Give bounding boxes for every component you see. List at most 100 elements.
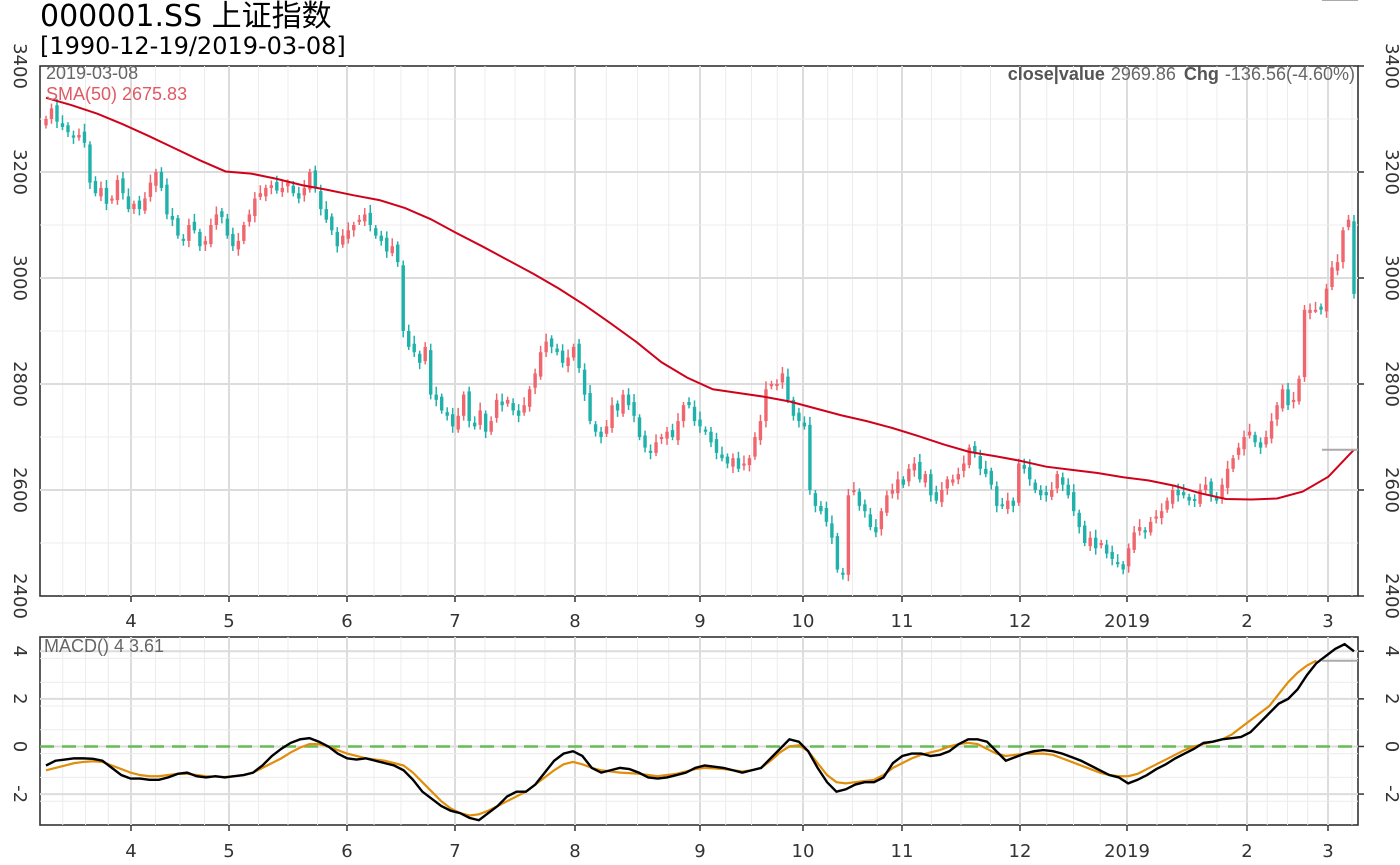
candle-body [1055,474,1059,489]
candle-body [1341,230,1345,263]
candle-body [445,412,449,416]
candle-body [352,225,356,231]
candle-body [297,193,301,199]
candle-body [934,492,939,501]
candle-body [593,424,598,432]
candle-body [236,240,241,250]
candle-body [610,405,614,428]
candle-body [1126,548,1131,567]
candle-body [753,437,757,457]
candle-body [1110,552,1114,559]
candle-body [1159,511,1164,519]
macd-y-tick-label: 2 [1381,693,1400,704]
chart-subtitle: [1990-12-19/2019-03-08] [40,32,346,60]
macd-y-tick-label: 0 [9,741,30,752]
candle-body [742,463,746,466]
x-tick-label: 12 [1009,611,1032,632]
candle-body [1137,527,1142,531]
candle-body [1121,564,1125,570]
candle-body [407,331,411,347]
candle-body [538,352,543,377]
candle-body [1313,309,1318,312]
price-y-tick-label: 2400 [1381,573,1400,619]
candle-body [1203,484,1208,490]
candle-body [835,536,840,570]
candle-body [396,244,400,263]
candle-body [1225,468,1230,488]
candle-body [137,200,142,210]
macd-legend: MACD() 4 3.61 [44,636,164,656]
candle-body [258,193,263,197]
candle-body [60,123,65,127]
candle-body [1066,484,1070,496]
candle-body [1291,399,1296,403]
x-tick-label: 9 [694,841,705,862]
candle-body [1214,496,1219,501]
x-tick-label: 3 [1322,841,1333,862]
candle-body [577,343,581,369]
candle-body [302,187,307,196]
candle-body [126,196,131,210]
candle-body [203,240,208,245]
macd-y-tick-label: -2 [1381,785,1400,803]
candle-body [308,172,312,190]
price-grid [40,66,1358,596]
candle-body [209,225,213,245]
candle-body [621,394,625,414]
candle-body [148,182,153,197]
macd-line [45,642,1355,822]
candle-body [516,410,521,416]
candle-body [374,228,378,236]
candle-body [88,144,92,183]
macd-y-tick-label: 0 [1381,741,1400,752]
price-y-tick-label: 3400 [9,43,30,89]
x-tick-label: 2 [1241,841,1252,862]
x-tick-label: 9 [694,611,705,632]
price-panel: 2019-03-08 SMA(50) 2675.83 close|value 29… [9,43,1400,632]
candle-body [264,187,268,197]
candle-body [676,421,680,441]
candle-body [110,198,114,201]
candle-body [1104,544,1109,554]
candle-body [154,172,158,186]
candle-body [1330,267,1334,288]
macd-y-tick-label: 4 [1381,646,1400,657]
candle-body [1022,465,1026,469]
macd-y-tick-label: -2 [9,785,30,803]
candle-body [824,508,829,522]
candle-body [187,225,191,241]
candle-body [1280,389,1285,409]
price-x-ticks: 4 5 6 7 8 9 10 11 12 2019 2 3 [125,596,1334,632]
candle-body [280,187,285,193]
candle-body [709,431,713,443]
candlesticks [44,98,1356,582]
candle-body [357,219,361,222]
x-tick-label: 3 [1322,611,1333,632]
sma-line [45,96,1355,501]
candle-body [247,214,252,222]
candle-body [1093,537,1098,549]
price-y-tick-label: 2600 [9,467,30,513]
candle-body [165,184,169,215]
x-tick-label: 7 [449,611,460,632]
x-tick-label: 5 [223,841,234,862]
candle-body [995,486,999,506]
candle-body [456,415,460,430]
candle-body [346,230,350,239]
candle-body [330,216,334,231]
candle-body [1006,500,1010,510]
candle-body [505,399,510,404]
candle-body [830,523,834,538]
candle-body [1335,262,1340,271]
x-tick-label: 8 [569,841,580,862]
candle-body [176,218,180,236]
x-tick-label: 11 [891,841,914,862]
candle-body [780,373,785,383]
x-tick-label: 7 [449,841,460,862]
candle-body [764,389,768,422]
candle-body [896,479,900,494]
macd-panel: MACD() 4 3.61 -2 -2 0 0 2 2 4 4 4 5 6 7 8 9 10 11 12 201… [9,0,1400,862]
candle-body [852,490,856,493]
candle-body [1352,221,1356,294]
